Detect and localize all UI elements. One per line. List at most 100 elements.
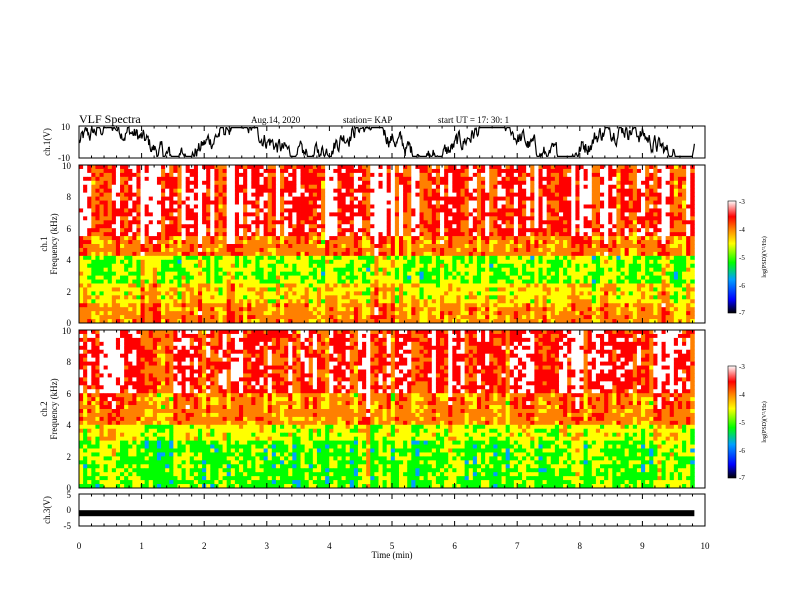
spectrogram-cell — [538, 184, 543, 190]
spectrogram-cell — [275, 208, 281, 213]
spectrogram-cell — [427, 259, 433, 265]
spectrogram-cell — [682, 259, 687, 265]
spectrogram-cell — [79, 240, 84, 245]
spectrogram-cell — [263, 267, 269, 273]
spectrogram-cell — [550, 188, 556, 194]
spectrogram-cell — [259, 192, 265, 197]
spectrogram-cell — [472, 220, 478, 225]
spectrogram-cell — [427, 180, 433, 186]
spectrogram-cell — [288, 184, 293, 190]
spectrogram-cell — [612, 192, 617, 197]
spectrogram-cell — [550, 200, 556, 205]
spectrogram-cell — [485, 188, 490, 194]
spectrogram-cell — [304, 291, 310, 296]
spectrogram-cell — [181, 287, 187, 292]
spectrogram-cell — [99, 263, 105, 269]
spectrogram-cell — [579, 200, 584, 205]
spectrogram-cell — [472, 259, 478, 265]
spectrogram-cell — [111, 271, 117, 276]
spectrogram-cell — [501, 283, 507, 288]
spectrogram-cell — [128, 188, 133, 194]
spectrogram-cell — [83, 287, 88, 292]
spectrogram-cell — [390, 275, 396, 280]
spectrogram-cell — [79, 247, 84, 253]
spectrogram-cell — [472, 279, 478, 284]
spectrogram-cell — [292, 232, 297, 237]
spectrogram-cell — [444, 208, 449, 213]
spectrogram-cell — [677, 188, 683, 194]
spectrogram-cell — [115, 216, 121, 221]
spectrogram-cell — [321, 176, 326, 182]
spectrogram-cell — [427, 263, 433, 269]
spectrogram-cell — [91, 232, 96, 237]
spectrogram-cell — [522, 236, 527, 241]
spectrogram-cell — [411, 240, 416, 245]
spectrogram-cell — [214, 216, 219, 221]
spectrogram-cell — [673, 259, 679, 265]
spectrogram-cell — [226, 204, 232, 209]
spectrogram-cell — [636, 180, 642, 186]
spectrogram-cell — [567, 216, 572, 221]
spectrogram-cell — [444, 291, 449, 296]
spectrogram-cell — [140, 240, 146, 245]
spectrogram-cell — [554, 212, 560, 217]
spectrogram-cell — [481, 200, 486, 205]
spectrogram-cell — [321, 212, 326, 217]
spectrogram-cell — [624, 188, 630, 194]
spectrogram-cell — [99, 279, 105, 284]
spectrogram-cell — [641, 279, 646, 284]
spectrogram-cell — [554, 251, 560, 257]
spectrogram-cell — [353, 275, 359, 280]
spectrogram-cell — [312, 267, 318, 273]
spectrogram-cell — [169, 244, 174, 249]
spectrogram-cell — [325, 192, 330, 197]
spectrogram-cell — [349, 220, 355, 225]
spectrogram-cell — [538, 271, 543, 276]
spectrogram-cell — [374, 176, 379, 182]
spectrogram-cell — [275, 165, 281, 170]
spectrogram-cell — [169, 165, 174, 170]
spectrogram-cell — [255, 283, 260, 288]
spectrogram-cell — [682, 220, 687, 225]
spectrogram-cell — [649, 208, 654, 213]
spectrogram-cell — [115, 255, 121, 261]
spectrogram-cell — [230, 224, 236, 229]
spectrogram-cell — [554, 279, 560, 284]
spectrogram-cell — [378, 251, 383, 257]
spectrogram-cell — [120, 224, 125, 229]
spectrogram-cell — [534, 279, 539, 284]
spectrogram-cell — [284, 244, 289, 249]
spectrogram-cell — [193, 244, 199, 249]
spectrogram-cell — [124, 180, 129, 186]
spectrogram-cell — [95, 271, 100, 276]
spectrogram-cell — [226, 236, 232, 241]
spectrogram-cell — [263, 251, 269, 257]
spectrogram-cell — [128, 291, 133, 296]
spectrogram-cell — [197, 295, 203, 300]
spectrogram-cell — [79, 224, 84, 229]
spectrogram-cell — [641, 263, 646, 269]
spectrogram-cell — [132, 216, 137, 221]
spectrogram-cell — [587, 259, 593, 265]
spectrogram-cell — [169, 295, 174, 300]
spectrogram-cell — [567, 196, 572, 201]
spectrogram-cell — [124, 291, 129, 296]
spectrogram-cell — [440, 240, 445, 245]
spectrogram-cell — [366, 216, 371, 221]
spectrogram-cell — [415, 220, 420, 225]
spectrogram-cell — [522, 247, 527, 253]
spectrogram-cell — [493, 247, 498, 253]
spectrogram-cell — [444, 236, 449, 241]
spectrogram-cell — [386, 200, 392, 205]
spectrogram-cell — [107, 200, 113, 205]
spectrogram-cell — [304, 263, 310, 269]
spectrogram-cell — [230, 255, 236, 261]
spectrogram-cell — [107, 263, 113, 269]
spectrogram-cell — [152, 165, 158, 170]
spectrogram-cell — [538, 263, 543, 269]
spectrogram-cell — [308, 200, 314, 205]
spectrogram-cell — [567, 212, 572, 217]
spectrogram-cell — [497, 255, 502, 261]
spectrogram-cell — [604, 275, 609, 280]
spectrogram-cell — [505, 247, 511, 253]
